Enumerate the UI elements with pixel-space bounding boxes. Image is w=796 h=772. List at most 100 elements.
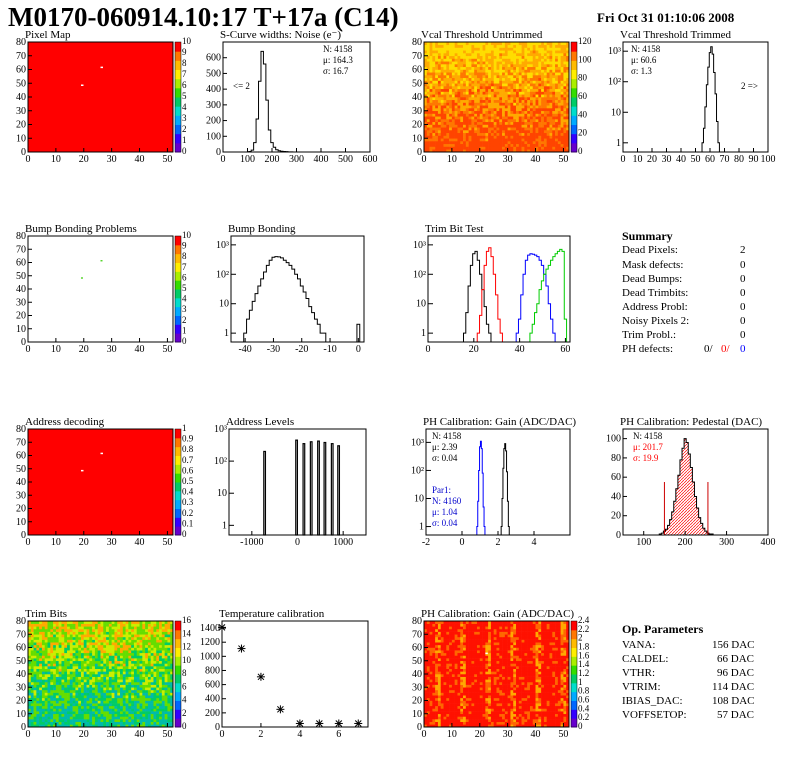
pixel_map-ytick-label: 0 xyxy=(21,147,26,158)
bump_bonding-ytick-label: 10² xyxy=(216,269,229,280)
pixel_map-colorbar-cell xyxy=(175,78,181,89)
address_decoding-colorbar-cell xyxy=(175,437,181,448)
vcal_untrimmed-xtick-label: 20 xyxy=(475,154,485,165)
address_decoding-colorbar-cell xyxy=(175,429,181,439)
pixel_map-xtick-label: 0 xyxy=(26,154,31,165)
vcal_untrimmed-xtick-label: 0 xyxy=(422,154,427,165)
address_decoding-ytick-label: 70 xyxy=(16,437,26,448)
vcal_untrimmed-ztick-label: 20 xyxy=(578,128,588,138)
scurve_noise-xtick-label: 200 xyxy=(265,154,280,165)
ph_gain_map-ztick-label: 0 xyxy=(578,721,583,731)
scurve_noise-ytick-label: 500 xyxy=(206,68,221,79)
vcal_trimmed-ytick-label: 1 xyxy=(616,138,621,149)
address_levels-peak-5 xyxy=(323,441,327,536)
op-title: Op. Parameters xyxy=(622,622,704,636)
trim_bits-ytick-label: 40 xyxy=(16,669,26,680)
ph_gain_map-title: PH Calibration: Gain (ADC/DAC) xyxy=(421,608,574,620)
pixel_map-ytick-label: 20 xyxy=(16,120,26,131)
vcal_untrimmed-colorbar-cell xyxy=(571,97,577,107)
trim_bits-ztick-label: 4 xyxy=(182,695,187,705)
address_decoding-colorbar-cell xyxy=(175,526,181,536)
address_levels-ytick-label: 10³ xyxy=(214,424,227,435)
address_decoding-xtick-label: 50 xyxy=(162,537,172,548)
bump_problems-xtick-label: 50 xyxy=(162,344,172,355)
address_levels-xtick-label: 0 xyxy=(295,537,300,548)
ph_pedestal-ytick-label: 80 xyxy=(611,453,621,464)
summary-value-3: 0 xyxy=(740,287,746,299)
bump_problems-ytick-label: 50 xyxy=(16,271,26,282)
ph_gain-par1-n: N: 4160 xyxy=(432,496,462,506)
vcal_untrimmed-colorbar-cell xyxy=(571,51,577,61)
ph_gain-ytick-label: 1 xyxy=(419,522,424,533)
vcal_trimmed-xtick-label: 80 xyxy=(734,154,744,165)
ph_gain_map-colorbar-cell xyxy=(571,656,577,666)
scurve_noise-title: S-Curve widths: Noise (e⁻) xyxy=(220,29,341,41)
vcal_untrimmed-ztick-label: 0 xyxy=(578,146,583,156)
bump_problems-title: Bump Bonding Problems xyxy=(25,223,137,235)
pixel_map-title: Pixel Map xyxy=(25,29,71,41)
address_decoding-ytick-label: 40 xyxy=(16,477,26,488)
pixel_map-ytick-label: 40 xyxy=(16,92,26,103)
ph_gain-par1-label: Par1: xyxy=(432,485,451,495)
summary-label-1: Mask defects: xyxy=(622,259,684,271)
address_levels-ytick-label: 10 xyxy=(217,488,227,499)
ph_gain-ytick-label: 10³ xyxy=(411,437,424,448)
vcal_untrimmed-colorbar-cell xyxy=(571,42,577,52)
trim_bits-colorbar-cell xyxy=(175,709,181,719)
vcal_untrimmed-title: Vcal Threshold Untrimmed xyxy=(421,29,543,41)
address_levels-xtick-label: -1000 xyxy=(240,537,263,548)
scurve_noise-ytick-label: 0 xyxy=(216,147,221,158)
ph_gain-series-1 xyxy=(476,440,486,535)
temperature_calibration-point-3 xyxy=(276,705,285,714)
trim_bits-colorbar-cell xyxy=(175,621,181,631)
ph_gain_map-ytick-label: 50 xyxy=(412,656,422,667)
temperature_calibration-xtick-label: 2 xyxy=(258,729,263,740)
bump_problems-colorbar-frame xyxy=(174,235,182,343)
ph_pedestal-title: PH Calibration: Pedestal (DAC) xyxy=(620,416,762,428)
trim_bits-ztick-label: 16 xyxy=(182,615,192,625)
ph_pedestal-xtick-label: 200 xyxy=(678,537,693,548)
vcal_trimmed-xtick-label: 100 xyxy=(761,154,776,165)
scurve_noise-xtick-label: 100 xyxy=(240,154,255,165)
scurve_noise-stat-n: N: 4158 xyxy=(323,44,353,54)
bump_problems-ytick-label: 80 xyxy=(16,231,26,242)
vcal_untrimmed-ztick-label: 40 xyxy=(578,109,588,119)
trim_bits-colorbar-cell xyxy=(175,674,181,684)
pixel_map-colorbar-cell xyxy=(175,106,181,116)
summary-label-6: Trim Probl.: xyxy=(622,329,677,341)
pixel_map-ztick-label: 3 xyxy=(182,113,187,123)
vcal_untrimmed-xtick-label: 50 xyxy=(558,154,568,165)
pixel_map-colorbar-cell xyxy=(175,60,181,70)
ph_gain_map-colorbar-frame xyxy=(570,620,578,728)
vcal_untrimmed-ytick-label: 30 xyxy=(412,106,422,117)
bump_problems-ztick-label: 0 xyxy=(182,336,187,346)
temperature_calibration-point-2 xyxy=(256,672,265,681)
ph_gain-par1-sigma: σ: 0.04 xyxy=(432,518,458,528)
bump_problems-xtick-label: 30 xyxy=(107,344,117,355)
trim_bits-ytick-label: 70 xyxy=(16,629,26,640)
ph_gain_map-ztick-label: 1.2 xyxy=(578,668,589,678)
ph_gain_map-ztick-label: 0.6 xyxy=(578,695,590,705)
bump_problems-ytick-label: 20 xyxy=(16,311,26,322)
bump_problems-colorbar-cell xyxy=(175,324,181,334)
vcal_trimmed-xtick-label: 20 xyxy=(647,154,657,165)
bump_bonding-ytick-label: 10 xyxy=(219,299,229,310)
ph_gain_map-xtick-label: 50 xyxy=(558,729,568,740)
ph_pedestal-series xyxy=(658,438,716,536)
trim_bits-colorbar-cell xyxy=(175,691,181,701)
ph_gain_map-ztick-label: 1.4 xyxy=(578,659,590,669)
bump_problems-ztick-label: 8 xyxy=(182,251,187,261)
temperature_calibration-ytick-label: 0 xyxy=(215,722,220,733)
address_decoding-xtick-label: 20 xyxy=(79,537,89,548)
ph_gain_map-colorbar-cell xyxy=(571,674,577,684)
ph_pedestal-stat-sigma: σ: 19.9 xyxy=(633,453,659,463)
pixel_map-ytick-label: 10 xyxy=(16,133,26,144)
temperature_calibration-ytick-label: 600 xyxy=(205,680,220,691)
bump_problems-ztick-label: 2 xyxy=(182,315,187,325)
address_decoding-fill xyxy=(28,429,173,535)
ph_gain_map-colorbar-cell xyxy=(571,691,577,701)
address_levels-title: Address Levels xyxy=(226,416,294,428)
trim_bit_test-xtick-label: 0 xyxy=(426,344,431,355)
trim_bits-ytick-label: 0 xyxy=(21,722,26,733)
bump_bonding-xtick-label: -40 xyxy=(238,344,251,355)
